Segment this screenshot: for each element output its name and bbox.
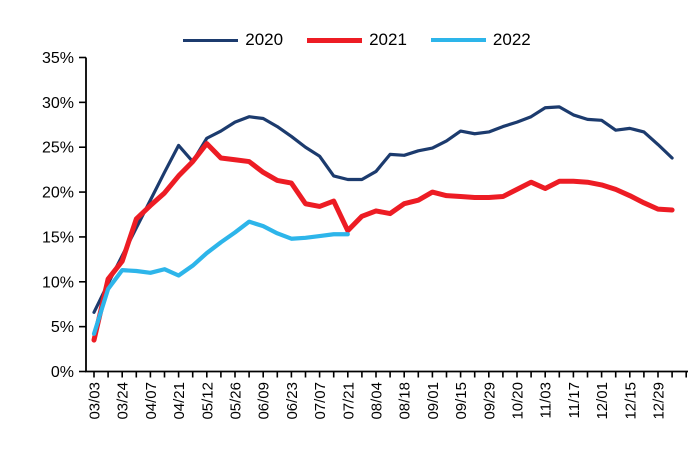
x-axis-label: 07/21	[340, 382, 357, 420]
y-axis-label: 30%	[42, 95, 74, 112]
y-axis-label: 0%	[51, 364, 74, 381]
x-axis-label: 07/07	[312, 382, 329, 420]
y-axis-label: 35%	[42, 50, 74, 67]
y-axis-label: 20%	[42, 185, 74, 202]
x-axis-label: 04/21	[171, 382, 188, 420]
y-axis-label: 10%	[42, 274, 74, 291]
x-axis-label: 12/29	[651, 382, 668, 420]
legend-item-2021: 2021	[307, 30, 407, 50]
legend-swatch-2020	[183, 38, 239, 42]
series-line-2020	[92, 105, 674, 314]
x-axis-label: 06/23	[284, 382, 301, 420]
x-axis-label: 05/12	[199, 382, 216, 420]
x-axis-label: 06/09	[256, 382, 273, 420]
legend-item-2022: 2022	[430, 30, 531, 50]
legend-label-2020: 2020	[245, 30, 284, 49]
x-axis-label: 12/15	[622, 382, 639, 420]
x-axis-label: 08/04	[369, 382, 386, 420]
legend-swatch-2021	[307, 37, 363, 43]
legend-label-2022: 2022	[492, 30, 531, 49]
x-axis-label: 03/03	[87, 382, 104, 420]
y-axis-label: 5%	[51, 319, 74, 336]
x-axis-label: 04/07	[143, 382, 160, 420]
y-axis-label: 15%	[42, 229, 74, 246]
x-axis-label: 11/03	[538, 382, 555, 418]
legend-item-2020: 2020	[183, 30, 283, 50]
legend-label-2021: 2021	[369, 30, 407, 49]
x-axis-label: 09/29	[481, 382, 498, 420]
x-axis-label: 11/17	[566, 382, 583, 418]
x-axis-label: 08/18	[397, 382, 414, 420]
series-line-2021	[91, 141, 675, 343]
series-line-2022	[91, 219, 350, 336]
x-axis-label: 05/26	[228, 382, 245, 420]
x-axis-label: 12/01	[594, 382, 611, 420]
legend-swatch-2022	[430, 38, 486, 42]
x-axis-label: 09/15	[453, 382, 470, 420]
x-axis-label: 10/20	[510, 382, 527, 420]
y-axis-label: 25%	[42, 140, 74, 157]
x-axis-label: 09/01	[425, 382, 442, 420]
x-axis-label: 03/24	[115, 382, 132, 420]
legend: 2020 2021 2022	[0, 30, 700, 50]
